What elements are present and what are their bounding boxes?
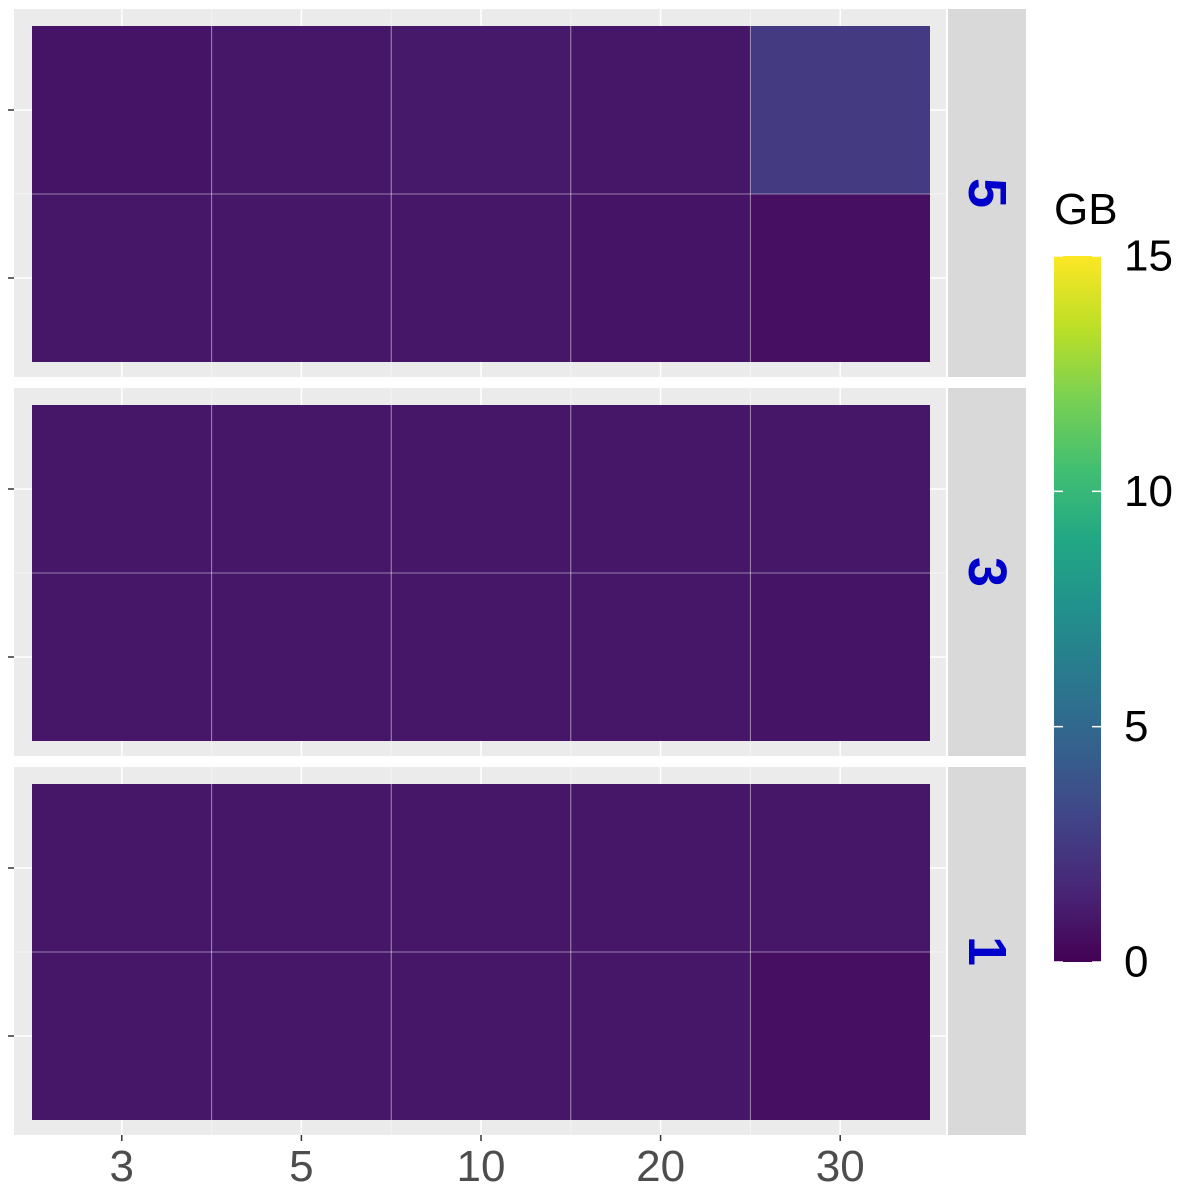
heatmap-tile — [211, 952, 392, 1120]
x-tick-label: 10 — [457, 1142, 506, 1191]
heatmap-tile — [32, 194, 212, 362]
heatmap-tile — [750, 405, 930, 573]
facet-panel-1: 1 — [8, 767, 1026, 1135]
facet-strip — [948, 9, 1026, 377]
facet-panels: 5 3 1 — [8, 9, 1026, 1135]
legend-tick-label: 15 — [1124, 232, 1173, 281]
facet-strip-label: 1 — [957, 936, 1017, 966]
color-legend: GB 0 5 10 15 — [1054, 185, 1173, 987]
heatmap-tile — [32, 784, 212, 952]
x-tick-label: 30 — [816, 1142, 865, 1191]
heatmap-tile — [750, 573, 930, 741]
panel-gridlines — [14, 9, 946, 377]
heatmap-tile — [211, 194, 392, 362]
heatmap-tile — [211, 784, 392, 952]
heatmap-tile — [391, 573, 571, 741]
facet-strip-label: 5 — [957, 178, 1017, 208]
legend-colorbar — [1054, 256, 1101, 962]
panel-gridlines — [14, 767, 946, 1135]
x-axis: 3 5 10 20 30 — [110, 1135, 865, 1191]
heatmap-tile — [211, 26, 392, 194]
facet-strip — [948, 767, 1026, 1135]
legend-tick-label: 5 — [1124, 702, 1148, 751]
heatmap-tile — [391, 952, 571, 1120]
facet-panel-5: 5 — [8, 9, 1026, 377]
heatmap-tile — [570, 952, 751, 1120]
heatmap-tile — [391, 784, 571, 952]
legend-tick-label: 10 — [1124, 467, 1173, 516]
heatmap-tile — [391, 194, 571, 362]
heatmap-tile — [391, 26, 571, 194]
heatmap-tile — [570, 405, 751, 573]
panel-major-gridlines — [14, 9, 946, 377]
heatmap-tile — [750, 952, 930, 1120]
heatmap-tile — [570, 26, 751, 194]
panel-gridlines — [14, 388, 946, 756]
heatmap-tile — [750, 784, 930, 952]
x-tick-label: 5 — [289, 1142, 313, 1191]
panel-major-gridlines — [14, 767, 946, 1135]
heatmap-tile — [391, 405, 571, 573]
heatmap-tile — [570, 784, 751, 952]
heatmap-tile — [211, 573, 392, 741]
x-tick-label: 20 — [636, 1142, 685, 1191]
legend-title: GB — [1054, 185, 1118, 234]
x-tick-label: 3 — [110, 1142, 134, 1191]
heatmap-tile — [750, 194, 930, 362]
facet-panel-3: 3 — [8, 388, 1026, 756]
heatmap-tile — [32, 952, 212, 1120]
facet-strip-label: 3 — [957, 557, 1017, 587]
heatmap-tile — [32, 26, 212, 194]
heatmap-tile — [570, 194, 751, 362]
legend-tick-label: 0 — [1124, 938, 1148, 987]
heatmap-tile — [32, 573, 212, 741]
heatmap-tile — [570, 573, 751, 741]
panel-major-gridlines — [14, 388, 946, 756]
heatmap-tile — [211, 405, 392, 573]
heatmap-tile — [750, 26, 930, 194]
heatmap-tile — [32, 405, 212, 573]
facet-strip — [948, 388, 1026, 756]
